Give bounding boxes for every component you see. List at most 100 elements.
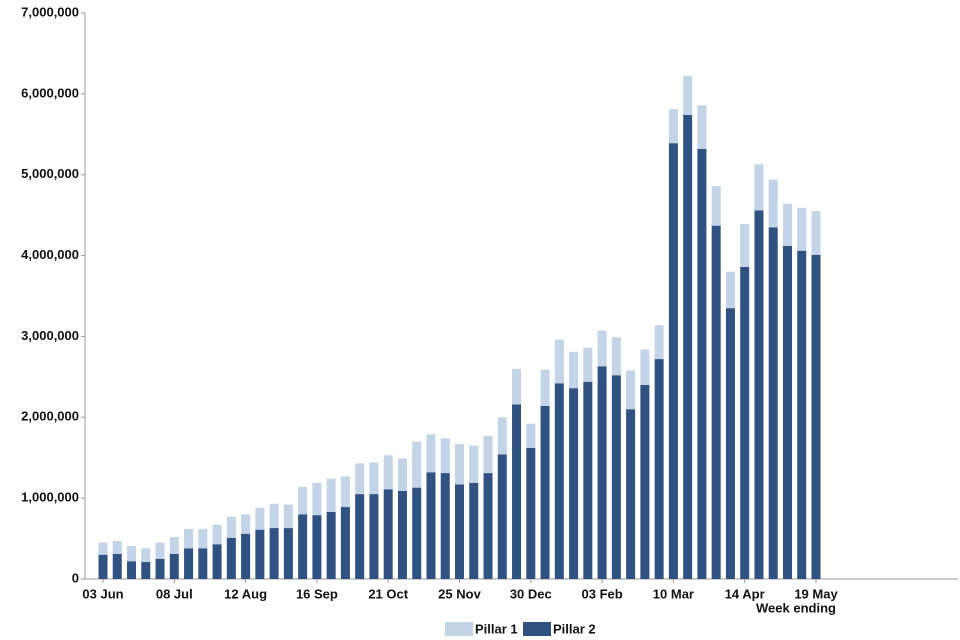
- bar-segment: [455, 484, 464, 579]
- y-tick-label: 7,000,000: [21, 4, 79, 19]
- bar-segment: [369, 494, 379, 579]
- bar-segment: [141, 562, 151, 579]
- bar-segment: [768, 179, 778, 228]
- bar-segment: [184, 528, 194, 549]
- bar-segment: [540, 405, 550, 579]
- legend-swatch: [445, 622, 473, 636]
- bar-segment: [269, 503, 279, 529]
- bar-segment: [497, 454, 507, 579]
- x-tick-label: 14 Apr: [725, 586, 765, 601]
- x-axis-label: Week ending: [756, 600, 836, 615]
- bar-segment: [98, 542, 108, 555]
- bar-segment: [127, 561, 137, 579]
- bar-segment: [569, 388, 579, 579]
- bar-segment: [241, 533, 251, 579]
- bar-segment: [583, 347, 593, 382]
- bar-segment: [412, 487, 422, 579]
- bar-segment: [740, 266, 750, 579]
- bar-segment: [397, 458, 407, 491]
- bar-segment: [768, 227, 778, 579]
- bar-segment: [725, 308, 735, 579]
- bar-segment: [212, 544, 222, 579]
- x-tick-label: 30 Dec: [510, 586, 552, 601]
- bar-segment: [754, 164, 764, 211]
- x-tick-label: 03 Jun: [82, 586, 123, 601]
- bar-segment: [754, 210, 764, 579]
- bar-segment: [198, 548, 208, 579]
- bar-segment: [554, 383, 564, 579]
- bar-segment: [112, 553, 122, 579]
- bar-segment: [383, 455, 393, 490]
- x-tick-label: 16 Sep: [296, 586, 338, 601]
- bar-segment: [797, 207, 807, 251]
- bar-segment: [355, 463, 365, 495]
- bar-segment: [611, 375, 621, 579]
- bar-segment: [255, 507, 265, 530]
- bar-segment: [626, 409, 636, 579]
- bar-segment: [355, 494, 365, 579]
- bar-segment: [212, 524, 222, 545]
- bar-segment: [483, 473, 493, 579]
- bar-segment: [640, 384, 650, 579]
- y-tick-label: 0: [72, 570, 79, 585]
- bar-segment: [654, 325, 664, 360]
- bar-segment: [198, 528, 208, 549]
- bar-segment: [312, 482, 322, 516]
- x-tick-label: 08 Jul: [156, 586, 193, 601]
- bar-segment: [283, 528, 293, 579]
- bar-segment: [127, 545, 137, 562]
- bar-segment: [725, 271, 735, 309]
- bar-segment: [383, 489, 393, 579]
- bar-segment: [611, 337, 621, 376]
- bar-segment: [540, 369, 550, 406]
- bar-segment: [811, 211, 821, 255]
- bar-segment: [326, 511, 336, 579]
- bar-segment: [483, 435, 493, 474]
- bar-segment: [626, 370, 636, 410]
- y-tick-label: 1,000,000: [21, 490, 79, 505]
- bar-segment: [554, 339, 564, 384]
- bar-segment: [782, 245, 792, 579]
- bar-segment: [455, 443, 464, 485]
- bar-segment: [497, 417, 507, 455]
- bar-segment: [298, 514, 308, 579]
- bar-segment: [711, 186, 721, 226]
- bar-segment: [241, 514, 251, 534]
- bar-segment: [569, 351, 579, 389]
- bar-segment: [597, 366, 607, 579]
- bar-segment: [597, 330, 607, 367]
- bar-segment: [426, 434, 436, 473]
- bar-segment: [797, 250, 807, 579]
- x-tick-label: 19 May: [794, 586, 838, 601]
- legend-swatch: [523, 622, 551, 636]
- bar-segment: [740, 224, 750, 267]
- bar-segment: [397, 490, 407, 579]
- bar-segment: [340, 507, 350, 579]
- bar-segment: [340, 476, 350, 508]
- x-tick-label: 03 Feb: [582, 586, 623, 601]
- bar-segment: [255, 529, 265, 579]
- bar-segment: [226, 537, 236, 579]
- bar-segment: [668, 143, 678, 579]
- bar-segment: [283, 504, 293, 529]
- bar-segment: [654, 359, 664, 579]
- bar-segment: [440, 438, 450, 474]
- x-tick-label: 25 Nov: [438, 586, 481, 601]
- bar-segment: [155, 558, 165, 579]
- bar-segment: [326, 478, 336, 512]
- y-tick-label: 4,000,000: [21, 247, 79, 262]
- bar-segment: [683, 114, 693, 579]
- bar-segment: [683, 76, 693, 115]
- y-tick-label: 5,000,000: [21, 166, 79, 181]
- bar-segment: [369, 462, 379, 495]
- bar-segment: [155, 542, 165, 559]
- bar-segment: [98, 554, 108, 579]
- x-tick-label: 10 Mar: [653, 586, 694, 601]
- bar-segment: [512, 404, 522, 579]
- bar-segment: [112, 540, 122, 554]
- y-tick-label: 2,000,000: [21, 409, 79, 424]
- bar-segment: [169, 536, 179, 554]
- bar-segment: [640, 349, 650, 385]
- bar-segment: [782, 203, 792, 246]
